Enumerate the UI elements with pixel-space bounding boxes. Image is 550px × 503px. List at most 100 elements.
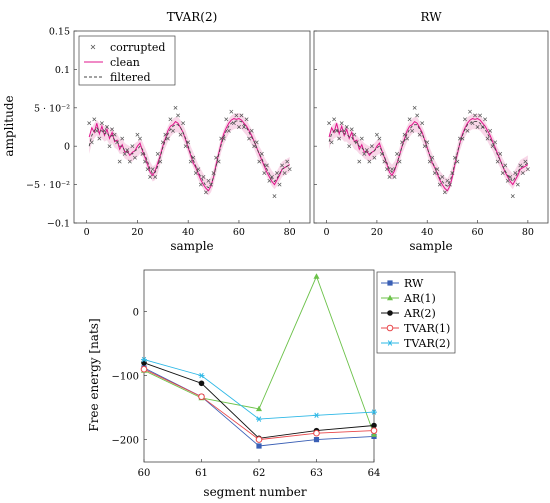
data-point xyxy=(198,380,205,387)
data-point xyxy=(140,365,148,373)
corrupted-point xyxy=(367,159,372,164)
corrupted-point xyxy=(186,140,191,145)
legend-label: RW xyxy=(404,277,424,290)
corrupted-point xyxy=(442,190,447,195)
corrupted-point xyxy=(432,171,437,176)
y-tick-label: −0.1 xyxy=(47,219,70,230)
corrupted-point xyxy=(204,190,208,195)
legend-label: AR(1) xyxy=(403,292,436,305)
panel-rw: RW sample 0 20 40 60 80 xyxy=(313,10,549,253)
corrupted-point xyxy=(440,174,445,179)
corrupted-point xyxy=(130,144,135,149)
legend-label: TVAR(2) xyxy=(404,337,450,350)
corrupted-point xyxy=(430,155,435,160)
corrupted-point xyxy=(211,171,216,176)
corrupted-point xyxy=(277,182,282,187)
corrupted-point xyxy=(447,182,452,187)
corrupted-point xyxy=(160,140,165,145)
corrupted-point xyxy=(99,121,104,126)
data-point xyxy=(255,436,263,443)
corrupted-point xyxy=(450,171,455,176)
y-tick-label: −200 xyxy=(112,436,139,447)
corrupted-point xyxy=(224,117,229,122)
x-tick-label: 20 xyxy=(371,227,383,238)
corrupted-point xyxy=(510,194,515,199)
corrupted-point xyxy=(437,182,442,187)
corrupted-point xyxy=(473,113,477,118)
corrupted-point xyxy=(505,178,510,183)
corrupted-point xyxy=(269,174,274,179)
corrupted-point xyxy=(135,132,140,137)
data-point xyxy=(371,431,377,437)
y-tick-label: 0 xyxy=(133,308,139,319)
corrupted-point xyxy=(155,151,160,156)
plot-frame xyxy=(73,30,311,224)
corrupted-point xyxy=(198,182,203,187)
corrupted-point xyxy=(470,121,475,126)
corrupted-point xyxy=(480,125,485,129)
corrupted-point xyxy=(452,155,457,160)
corrupted-point xyxy=(334,128,339,133)
corrupted-point xyxy=(247,136,252,141)
corrupted-point xyxy=(354,140,359,145)
corrupted-point xyxy=(196,167,201,172)
series-line-tvar1 xyxy=(143,368,375,441)
series-filtered-line xyxy=(88,120,290,189)
x-tick-label: 60 xyxy=(138,468,151,479)
x-tick-label: 0 xyxy=(324,227,330,238)
corrupted-point xyxy=(327,121,332,126)
x-tick-label: 40 xyxy=(421,227,433,238)
corrupted-point xyxy=(498,151,503,156)
corrupted-point xyxy=(89,140,94,145)
legend-corrupted-marker xyxy=(90,44,96,50)
corrupted-point xyxy=(107,144,112,149)
corrupted-point xyxy=(262,171,267,176)
corrupted-point xyxy=(117,159,122,164)
corrupted-point xyxy=(427,159,432,164)
legend-marker xyxy=(387,280,393,286)
corrupted-point xyxy=(110,127,115,132)
data-point xyxy=(256,443,262,449)
x-tick-label: 20 xyxy=(131,227,143,238)
corrupted-point xyxy=(115,140,120,145)
corrupted-point xyxy=(395,151,399,156)
x-tick-label: 80 xyxy=(522,227,534,238)
corrupted-point xyxy=(372,155,377,160)
corrupted-point xyxy=(249,128,254,133)
corrupted-point xyxy=(425,140,430,145)
x-tick-label: 60 xyxy=(233,227,245,238)
corrupted-point xyxy=(120,136,125,141)
corrupted-point xyxy=(206,178,211,183)
corrupted-point xyxy=(158,159,163,164)
corrupted-point xyxy=(176,113,180,118)
corrupted-point xyxy=(364,148,369,152)
data-point xyxy=(256,416,262,422)
corrupted-point xyxy=(493,140,498,145)
corrupted-point xyxy=(374,132,379,137)
corrupted-point xyxy=(465,128,470,133)
legend-marker xyxy=(387,340,393,346)
corrupted-point xyxy=(417,132,422,137)
corrupted-point xyxy=(490,144,495,149)
panel-title: TVAR(2) xyxy=(167,10,218,24)
corrupted-point xyxy=(520,171,525,176)
corrupted-point xyxy=(252,144,257,149)
plot-frame xyxy=(313,30,549,224)
legend-marker xyxy=(386,324,394,332)
legend-label: TVAR(1) xyxy=(404,322,450,335)
legend-label: AR(2) xyxy=(403,307,436,320)
series-filtered-line xyxy=(328,121,529,187)
data-point xyxy=(313,429,320,437)
x-tick-label: 60 xyxy=(472,227,484,238)
corrupted-point xyxy=(183,144,188,149)
corrupted-point xyxy=(221,136,226,141)
panel-free-energy: Free energy [nats] segment number 60 61 62… xyxy=(87,269,456,499)
corrupted-point xyxy=(191,155,196,160)
corrupted-point xyxy=(410,128,415,133)
corrupted-point xyxy=(523,159,528,164)
corrupted-point xyxy=(231,121,236,126)
corrupted-point xyxy=(209,182,213,187)
corrupted-point xyxy=(272,194,277,199)
corrupted-point xyxy=(359,136,364,141)
data-point xyxy=(370,427,378,434)
